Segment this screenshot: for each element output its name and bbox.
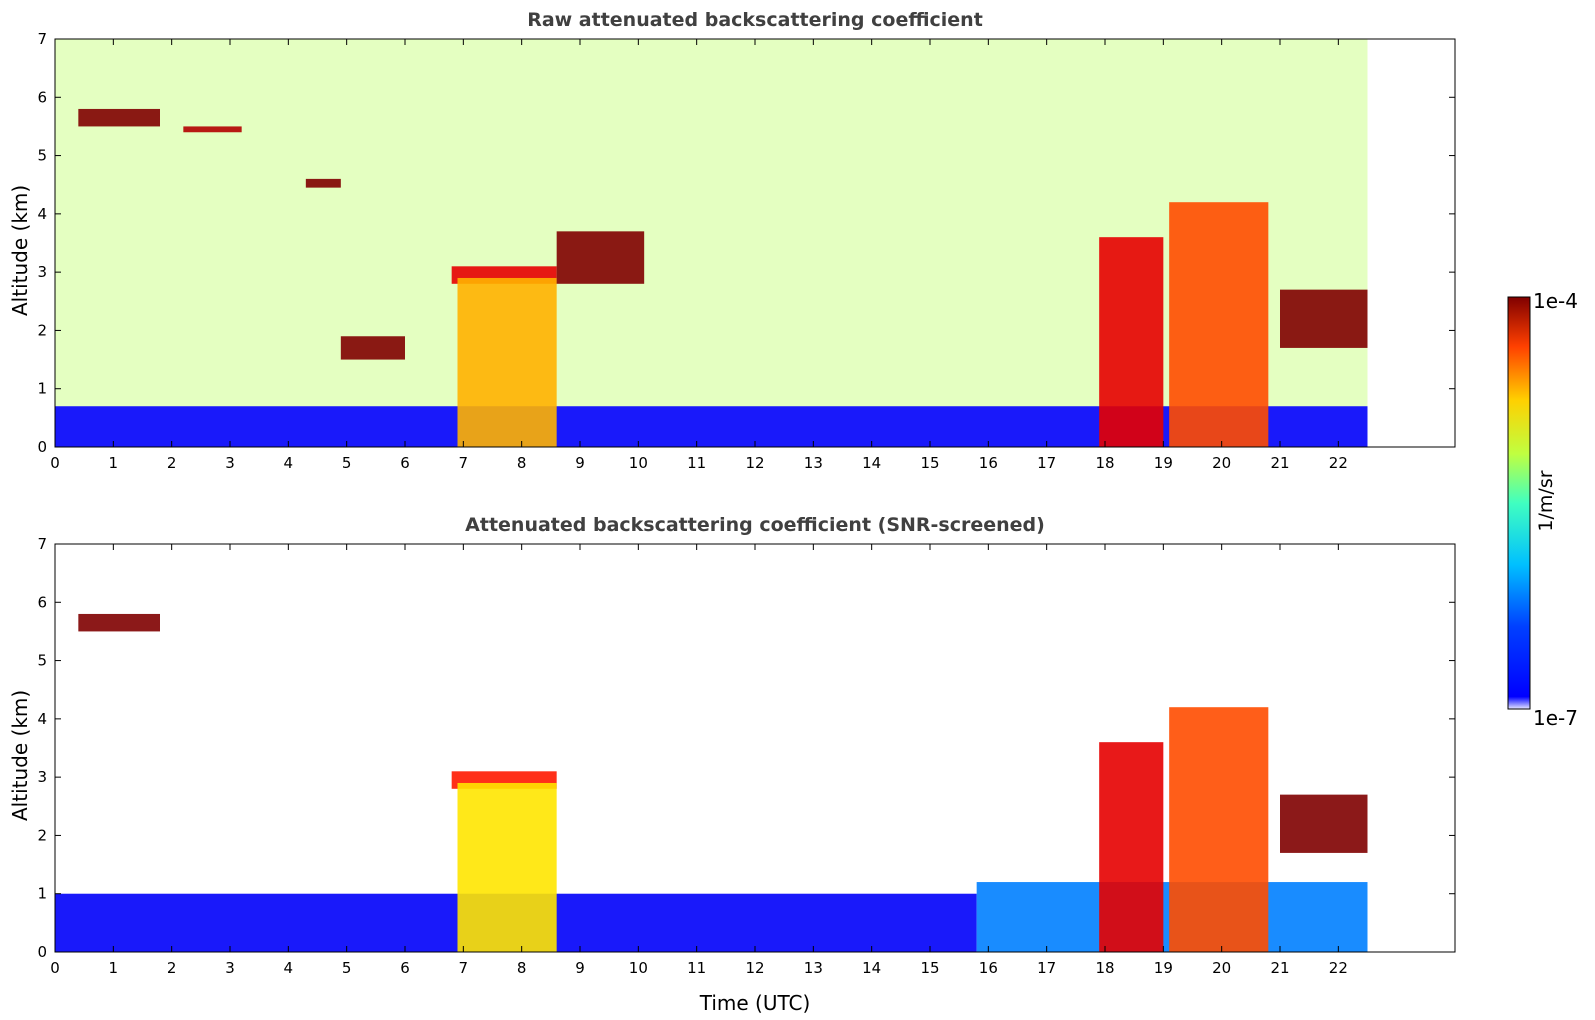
layer-evening-cloud [1099,742,1164,952]
y-tick-label: 7 [37,30,47,48]
bottom-panel: 0 1 2 3 4 5 6 7 8 9 10 11 12 13 14 15 16 17 18 19 20 21 220123… [37,535,1456,977]
x-tick-label: 9 [575,959,585,977]
x-tick-label: 6 [400,454,410,472]
x-tick-label: 9 [575,454,585,472]
y-tick-label: 2 [37,826,47,844]
x-tick-label: 12 [745,454,764,472]
layer-cloud-1.7 [340,336,405,360]
x-tick-label: 7 [459,959,469,977]
x-tick-label: 3 [225,454,235,472]
x-tick-label: 2 [167,454,177,472]
y-tick-label: 2 [37,321,47,339]
y-tick-label: 3 [37,263,47,281]
x-tick-label: 17 [1037,454,1056,472]
y-tick-label: 3 [37,768,47,786]
x-tick-label: 4 [284,454,294,472]
x-tick-label: 15 [920,959,939,977]
x-tick-label: 1 [109,959,119,977]
x-tick-label: 19 [1154,959,1173,977]
x-tick-label: 10 [629,454,648,472]
y-tick-label: 6 [37,88,47,106]
x-tick-label: 22 [1329,454,1348,472]
y-tick-label: 0 [37,438,47,456]
x-tick-label: 13 [804,959,823,977]
x-tick-label: 5 [342,454,352,472]
colorbar-unit-label: 1/m/sr [1535,470,1557,532]
x-tick-label: 18 [1095,959,1114,977]
layer-precip [457,782,557,952]
layer-cloud-3.5 [556,231,645,284]
top-panel: 0 1 2 3 4 5 6 7 8 9 10 11 12 13 14 15 16 17 18 19 20 21 220123… [37,30,1456,472]
x-tick-label: 21 [1270,959,1289,977]
x-tick-label: 3 [225,959,235,977]
x-tick-label: 20 [1212,959,1231,977]
colorbar-max-label: 1e-4 [1533,289,1578,313]
layer-cirrus-1 [78,613,160,632]
x-tick-label: 17 [1037,959,1056,977]
layer-precip [457,277,557,447]
x-tick-label: 0 [50,959,60,977]
x-tick-label: 6 [400,959,410,977]
x-tick-label: 4 [284,959,294,977]
layer-cirrus-1 [78,108,160,127]
x-tick-label: 5 [342,959,352,977]
y-tick-label: 7 [37,535,47,553]
layer-evening-cloud [1099,237,1164,447]
x-tick-label: 19 [1154,454,1173,472]
x-tick-label: 16 [979,959,998,977]
top-panel-title: Raw attenuated backscattering coefficien… [527,9,983,31]
x-tick-label: 11 [687,959,706,977]
x-tick-label: 21 [1270,454,1289,472]
x-tick-label: 22 [1329,959,1348,977]
layer-cloud-4.5 [305,178,341,188]
x-tick-label: 18 [1095,454,1114,472]
x-tick-label: 1 [109,454,119,472]
x-tick-label: 8 [517,959,527,977]
x-tick-label: 15 [920,454,939,472]
x-tick-label: 16 [979,454,998,472]
y-tick-label: 5 [37,147,47,165]
y-tick-label: 1 [37,380,47,398]
y-tick-label: 6 [37,593,47,611]
y-tick-label: 5 [37,652,47,670]
x-tick-label: 7 [459,454,469,472]
x-tick-label: 12 [745,959,764,977]
y-tick-label: 1 [37,885,47,903]
y-tick-label: 4 [37,710,47,728]
layer-evening-cloud-2 [1169,202,1269,447]
layer-cirrus-2 [183,126,242,133]
x-tick-label: 11 [687,454,706,472]
x-tick-label: 0 [50,454,60,472]
x-tick-label: 13 [804,454,823,472]
y-tick-label: 0 [37,943,47,961]
x-tick-label: 14 [862,959,881,977]
x-tick-label: 20 [1212,454,1231,472]
x-axis-label: Time (UTC) [699,991,811,1015]
x-tick-label: 10 [629,959,648,977]
y-tick-label: 4 [37,205,47,223]
x-tick-label: 8 [517,454,527,472]
layer-evening-cloud-2 [1169,707,1269,952]
layer-aerosol-layer [1280,794,1368,853]
layer-aerosol-layer [1280,289,1368,348]
x-tick-label: 14 [862,454,881,472]
colorbar [1507,296,1531,710]
x-tick-label: 2 [167,959,177,977]
bottom-panel-title: Attenuated backscattering coefficient (S… [465,514,1045,536]
colorbar-min-label: 1e-7 [1533,706,1578,730]
